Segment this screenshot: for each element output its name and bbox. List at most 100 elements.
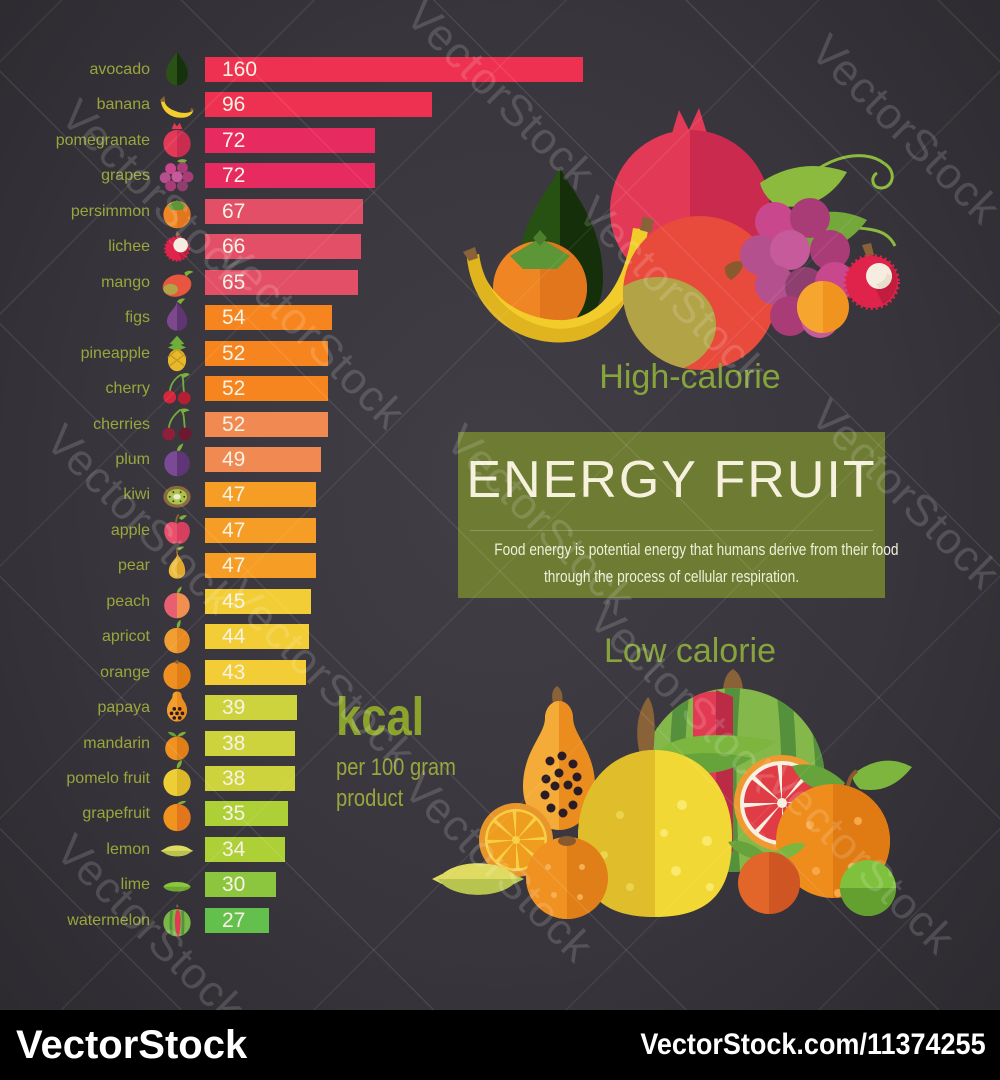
calorie-value-peach: 45 [222, 589, 246, 613]
fruit-label-peach: peach [106, 592, 150, 610]
fruit-label-cherries: cherries [93, 415, 150, 433]
apple-icon-holder [157, 510, 197, 550]
bar-row-grapefruit: grapefruit 35 [0, 801, 1000, 832]
calorie-value-cherries: 52 [222, 412, 246, 436]
calorie-bar-lichee: 66 [205, 234, 361, 260]
plum-icon [164, 443, 190, 477]
calorie-value-apple: 47 [222, 518, 246, 542]
bar-row-plum: plum 49 [0, 443, 1000, 477]
pomelo-fruit-icon-holder [157, 758, 197, 798]
calorie-bar-banana: 96 [205, 92, 432, 118]
kiwi-icon-holder [157, 474, 197, 514]
bar-row-pineapple: pineapple 52 [0, 335, 1000, 371]
peach-icon-holder [157, 581, 197, 621]
calorie-bar-papaya: 39 [205, 695, 297, 721]
bar-row-figs: figs 54 [0, 298, 1000, 331]
fruit-label-grapes: grapes [101, 167, 150, 185]
bar-row-orange: orange 43 [0, 659, 1000, 689]
mandarin-icon [165, 731, 189, 760]
calorie-value-persimmon: 67 [222, 199, 246, 223]
calorie-bar-lemon: 34 [205, 836, 285, 862]
calorie-value-mango: 65 [222, 270, 246, 294]
fruit-label-pineapple: pineapple [80, 344, 150, 362]
grapefruit-icon [163, 801, 191, 832]
description-line-1: Food energy is potential energy that hum… [494, 541, 899, 559]
unit-note-line-1: per 100 gram [336, 754, 456, 781]
avocado-icon-holder [157, 49, 197, 89]
orange-icon [163, 659, 191, 689]
calorie-bar-figs: 54 [205, 305, 332, 331]
grapefruit-icon-holder [157, 793, 197, 833]
calorie-bar-pomegranate: 72 [205, 127, 375, 153]
calorie-bar-grapes: 72 [205, 163, 375, 189]
calorie-bar-pineapple: 52 [205, 340, 328, 366]
fruit-label-plum: plum [115, 450, 150, 468]
low-calorie-caption: Low calorie [604, 632, 776, 670]
lc-lime [840, 860, 896, 916]
cherry-icon [163, 373, 191, 405]
lc-tangerine [728, 840, 806, 914]
title-box: ENERGY FRUIT Food energy is potential en… [458, 432, 899, 598]
fruit-label-pomelo-fruit: pomelo fruit [66, 770, 150, 787]
fruit-label-apricot: apricot [101, 628, 150, 646]
lichee-icon-holder [157, 226, 197, 266]
high-calorie-illustration [463, 108, 900, 370]
bar-row-grapes: grapes 72 [0, 159, 1000, 192]
calorie-bar-mandarin: 38 [205, 730, 295, 756]
calorie-bar-apricot: 44 [205, 624, 309, 650]
calorie-bar-cherry: 52 [205, 376, 328, 402]
calorie-bar-grapefruit: 35 [205, 801, 288, 827]
hc-banana [463, 216, 654, 343]
figs-icon-holder [157, 297, 197, 337]
banana-icon-holder [157, 84, 197, 124]
fruit-label-persimmon: persimmon [70, 202, 150, 220]
pomelo-fruit-icon [163, 759, 191, 797]
high-calorie-caption: High-calorie [599, 358, 781, 396]
fruit-label-watermelon: watermelon [67, 911, 150, 929]
fruit-label-avocado: avocado [89, 61, 151, 78]
apricot-icon [164, 619, 190, 654]
mandarin-icon-holder [157, 723, 197, 763]
page-title: ENERGY FRUIT [466, 451, 877, 509]
calorie-value-grapefruit: 35 [222, 802, 246, 826]
footer-bar: VectorStock VectorStock.com/11374255 [0, 1010, 1000, 1080]
calorie-bar-mango: 65 [205, 269, 358, 295]
fruit-label-kiwi: kiwi [123, 486, 150, 504]
calorie-bar-cherries: 52 [205, 411, 328, 437]
calorie-value-cherry: 52 [222, 377, 246, 401]
banana-icon [160, 96, 195, 119]
fruit-label-papaya: papaya [97, 699, 151, 717]
fruit-label-mandarin: mandarin [83, 734, 150, 752]
footer-url: VectorStock.com/11374255 [640, 1028, 986, 1061]
lime-icon-holder [157, 864, 197, 904]
calorie-bar-apple: 47 [205, 517, 316, 543]
calorie-value-apricot: 44 [222, 625, 246, 649]
grapes-icon [159, 159, 194, 192]
low-calorie-illustration [432, 669, 912, 919]
calorie-bar-pear: 47 [205, 553, 316, 579]
pineapple-icon [167, 335, 187, 371]
title-divider [470, 530, 873, 531]
unit-note: kcal per 100 gram product [336, 688, 456, 814]
orange-icon-holder [157, 652, 197, 692]
bar-row-pomegranate: pomegranate 72 [0, 122, 1000, 158]
pomegranate-icon-holder [157, 120, 197, 160]
calorie-bar-kiwi: 47 [205, 482, 316, 508]
lichee-icon [163, 230, 191, 263]
fruit-label-banana: banana [96, 96, 150, 114]
fruit-label-lime: lime [120, 876, 150, 894]
mango-icon [162, 270, 194, 297]
calorie-value-lemon: 34 [222, 837, 246, 861]
bar-row-cherries: cherries 52 [0, 407, 1000, 440]
unit-label: kcal [336, 687, 425, 747]
hc-tangerine [797, 281, 849, 333]
calorie-value-figs: 54 [222, 306, 246, 330]
bar-row-apple: apple 47 [0, 513, 1000, 544]
fruit-label-pomegranate: pomegranate [55, 131, 150, 149]
bar-row-watermelon: watermelon 27 [0, 903, 1000, 937]
pineapple-icon-holder [157, 333, 197, 373]
calorie-bar-orange: 43 [205, 659, 306, 685]
lime-icon [163, 882, 191, 892]
